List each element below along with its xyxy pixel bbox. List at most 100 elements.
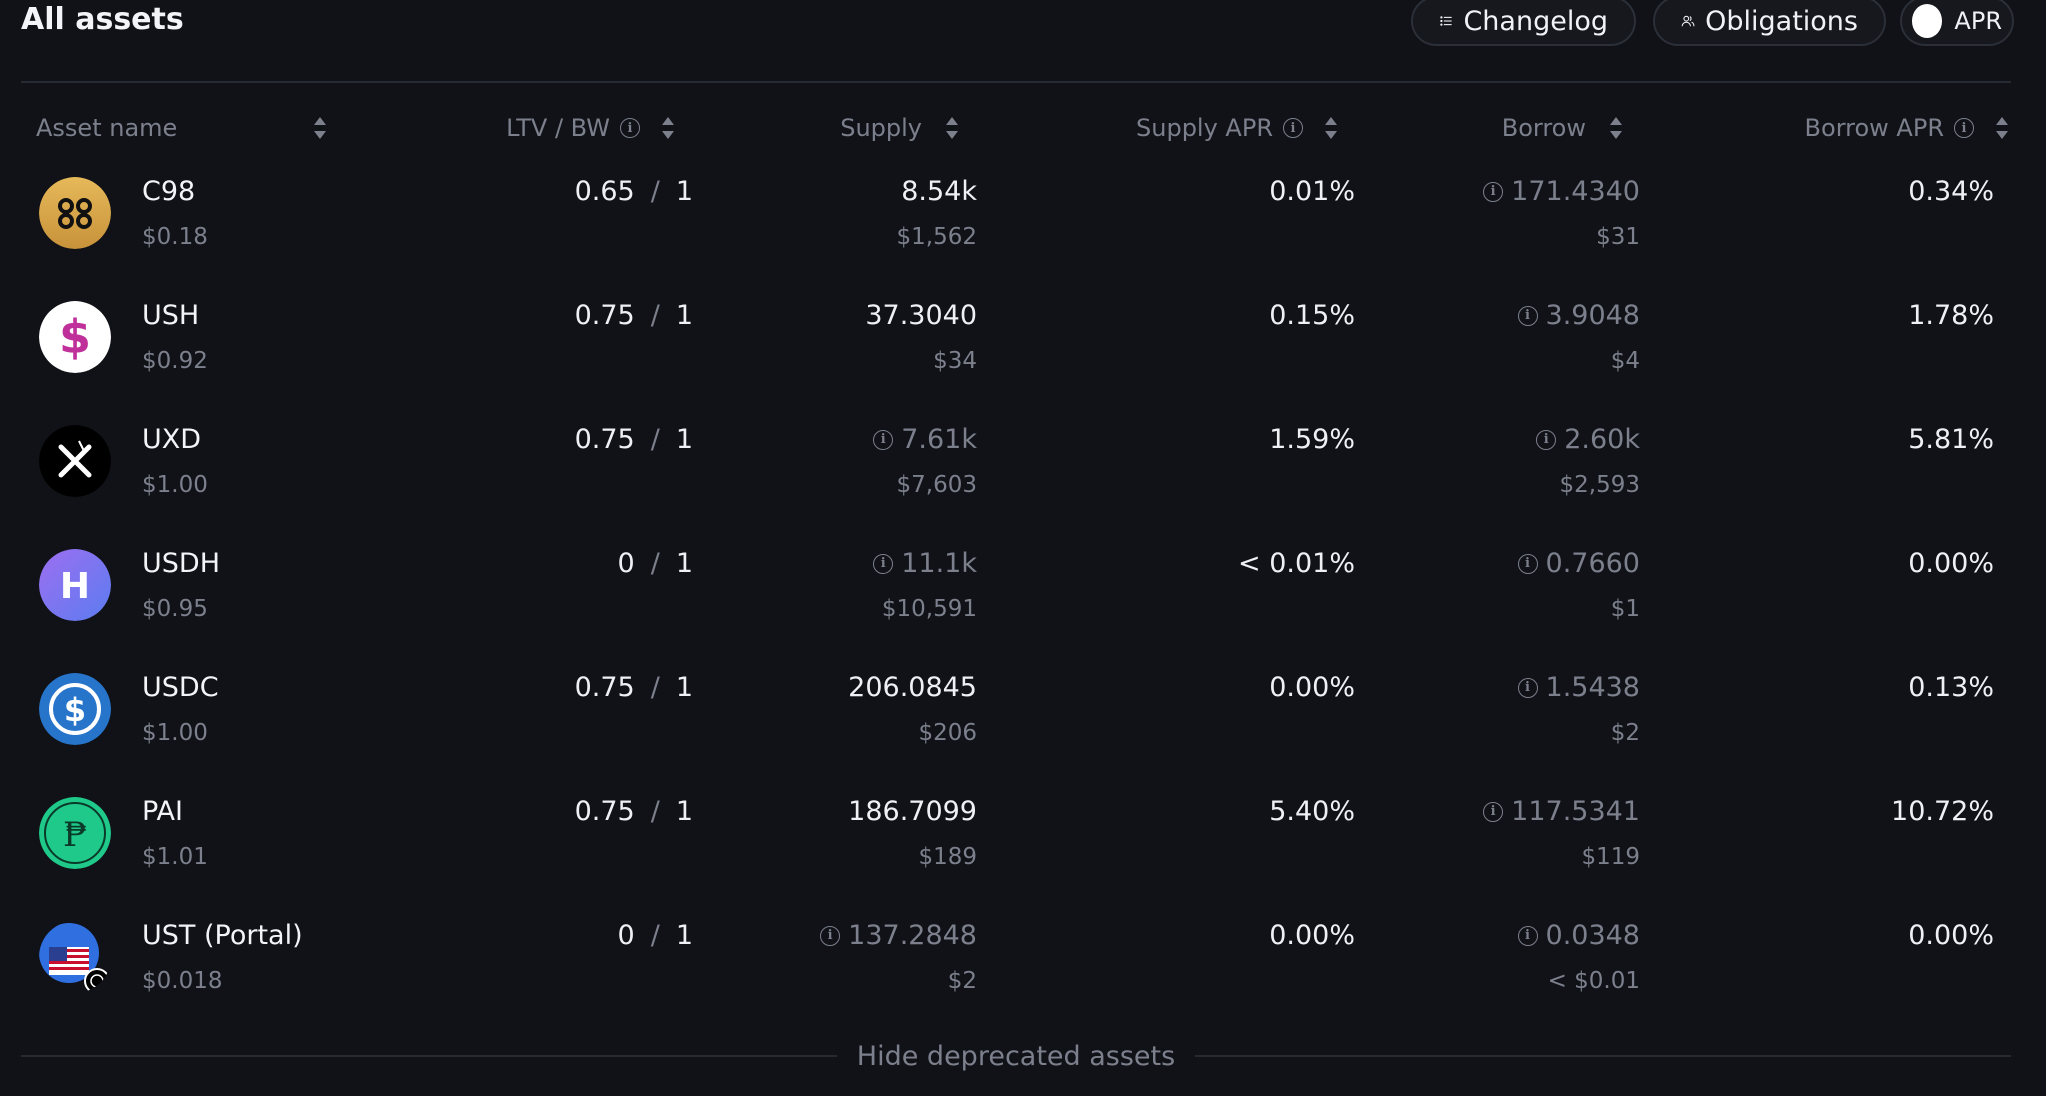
column-label: Asset name xyxy=(36,114,178,142)
borrow-amount: i 2.60k xyxy=(1536,424,1640,455)
ltv-bw-value: 0/1 xyxy=(617,548,693,579)
changelog-label: Changelog xyxy=(1463,5,1608,37)
supply-usd: $189 xyxy=(918,844,977,870)
info-icon[interactable]: i xyxy=(1283,118,1303,138)
bw-value: 1 xyxy=(675,548,693,579)
asset-row[interactable]: UST (Portal) $0.018 0/1 i 137.2848 $2 0.00% i 0.… xyxy=(0,912,2046,1036)
ltv-bw-value: 0/1 xyxy=(617,920,693,951)
asset-row[interactable]: $ USDC $1.00 0.75/1 206.0845 $206 0.00% i 1.5438… xyxy=(0,664,2046,788)
info-icon[interactable]: i xyxy=(1517,305,1538,326)
asset-row[interactable]: H USDH $0.95 0/1 i 11.1k $10,591 < 0.01% i 0.7660… xyxy=(0,540,2046,664)
c98-logo xyxy=(39,177,111,249)
page-title: All assets xyxy=(21,2,184,37)
supply-usd: $206 xyxy=(918,720,977,746)
info-icon[interactable]: i xyxy=(1517,677,1538,698)
borrow-amount: i 3.9048 xyxy=(1517,300,1640,331)
borrow-amount: i 1.5438 xyxy=(1517,672,1640,703)
obligations-label: Obligations xyxy=(1705,5,1858,37)
asset-price: $0.92 xyxy=(142,348,208,374)
borrow-usd: $4 xyxy=(1610,348,1640,374)
asset-name: UXD xyxy=(142,424,202,455)
changelog-button[interactable]: Changelog xyxy=(1411,0,1636,46)
bw-value: 1 xyxy=(675,176,693,207)
ltv-value: 0.75 xyxy=(574,300,635,331)
bw-value: 1 xyxy=(675,300,693,331)
supply-amount: 37.3040 xyxy=(865,300,977,331)
info-icon[interactable]: i xyxy=(1483,801,1504,822)
asset-row[interactable]: C98 $0.18 0.65/1 8.54k $1,562 0.01% i 171.4340 $… xyxy=(0,168,2046,292)
column-header-borrow-apr[interactable]: Borrow APR i xyxy=(1805,110,2010,146)
asset-row[interactable]: $ USH $0.92 0.75/1 37.3040 $34 0.15% i 3.9048 $4 1… xyxy=(0,292,2046,416)
borrow-amount: i 117.5341 xyxy=(1483,796,1640,827)
footer-divider xyxy=(1195,1055,2011,1057)
hide-deprecated-label: Hide deprecated assets xyxy=(856,1040,1176,1072)
info-icon[interactable]: i xyxy=(1517,925,1538,946)
column-header-ltv-bw[interactable]: LTV / BW i xyxy=(506,110,676,146)
borrow-value: 1.5438 xyxy=(1545,672,1640,703)
supply-apr-value: 5.40% xyxy=(1269,796,1355,827)
ltv-value: 0.75 xyxy=(574,424,635,455)
borrow-value: 0.7660 xyxy=(1545,548,1640,579)
borrow-usd: $2,593 xyxy=(1559,472,1640,498)
svg-text:₱: ₱ xyxy=(63,815,87,855)
ltv-bw-value: 0.75/1 xyxy=(574,672,693,703)
column-header-supply-apr[interactable]: Supply APR i xyxy=(1136,110,1339,146)
supply-value: 186.7099 xyxy=(848,796,977,827)
info-icon[interactable]: i xyxy=(1517,553,1538,574)
hide-deprecated-toggle[interactable]: Hide deprecated assets xyxy=(21,1038,2011,1074)
column-header-asset-name[interactable]: Asset name xyxy=(36,110,328,146)
supply-usd: $2 xyxy=(947,968,977,994)
ltv-bw-value: 0.75/1 xyxy=(574,300,693,331)
sort-icon xyxy=(662,117,674,139)
usdc-logo: $ xyxy=(39,673,111,745)
borrow-amount: i 0.0348 xyxy=(1517,920,1640,951)
borrow-apr-value: 1.78% xyxy=(1908,300,1994,331)
asset-price: $1.00 xyxy=(142,720,208,746)
borrow-apr-value: 0.13% xyxy=(1908,672,1994,703)
supply-apr-value: 0.01% xyxy=(1269,176,1355,207)
ltv-value: 0 xyxy=(617,548,635,579)
borrow-usd: $31 xyxy=(1596,224,1640,250)
bw-value: 1 xyxy=(675,796,693,827)
info-icon[interactable]: i xyxy=(1483,181,1504,202)
borrow-apr-value: 5.81% xyxy=(1908,424,1994,455)
asset-row[interactable]: UXD $1.00 0.75/1 i 7.61k $7,603 1.59% i 2.60k $2,… xyxy=(0,416,2046,540)
asset-name: USDC xyxy=(142,672,219,703)
info-icon[interactable]: i xyxy=(1536,429,1557,450)
column-header-supply[interactable]: Supply xyxy=(840,110,960,146)
asset-name: USH xyxy=(142,300,200,331)
supply-value: 37.3040 xyxy=(865,300,977,331)
asset-name: C98 xyxy=(142,176,196,207)
supply-amount: i 11.1k xyxy=(873,548,977,579)
borrow-apr-value: 10.72% xyxy=(1891,796,1994,827)
svg-text:H: H xyxy=(60,566,90,607)
borrow-usd: $2 xyxy=(1610,720,1640,746)
supply-apr-value: 1.59% xyxy=(1269,424,1355,455)
sort-icon xyxy=(1325,117,1337,139)
supply-usd: $1,562 xyxy=(896,224,977,250)
sort-icon xyxy=(314,117,326,139)
column-label: Supply xyxy=(840,114,922,142)
list-icon xyxy=(1440,16,1452,26)
info-icon[interactable]: i xyxy=(1954,118,1974,138)
header-divider xyxy=(21,81,2011,83)
bw-value: 1 xyxy=(675,672,693,703)
supply-usd: $7,603 xyxy=(896,472,977,498)
supply-value: 7.61k xyxy=(901,424,977,455)
asset-row[interactable]: ₱ PAI $1.01 0.75/1 186.7099 $189 5.40% i 117.534… xyxy=(0,788,2046,912)
obligations-button[interactable]: Obligations xyxy=(1653,0,1886,46)
asset-name: USDH xyxy=(142,548,220,579)
column-header-borrow[interactable]: Borrow xyxy=(1502,110,1624,146)
info-icon[interactable]: i xyxy=(873,553,894,574)
supply-amount: i 7.61k xyxy=(873,424,977,455)
borrow-usd: $119 xyxy=(1581,844,1640,870)
info-icon[interactable]: i xyxy=(873,429,894,450)
info-icon[interactable]: i xyxy=(620,118,640,138)
info-icon[interactable]: i xyxy=(820,925,841,946)
borrow-apr-value: 0.00% xyxy=(1908,548,1994,579)
supply-amount: 8.54k xyxy=(901,176,977,207)
supply-value: 8.54k xyxy=(901,176,977,207)
supply-value: 206.0845 xyxy=(848,672,977,703)
apr-toggle[interactable]: APR xyxy=(1900,0,2014,46)
borrow-value: 117.5341 xyxy=(1511,796,1640,827)
